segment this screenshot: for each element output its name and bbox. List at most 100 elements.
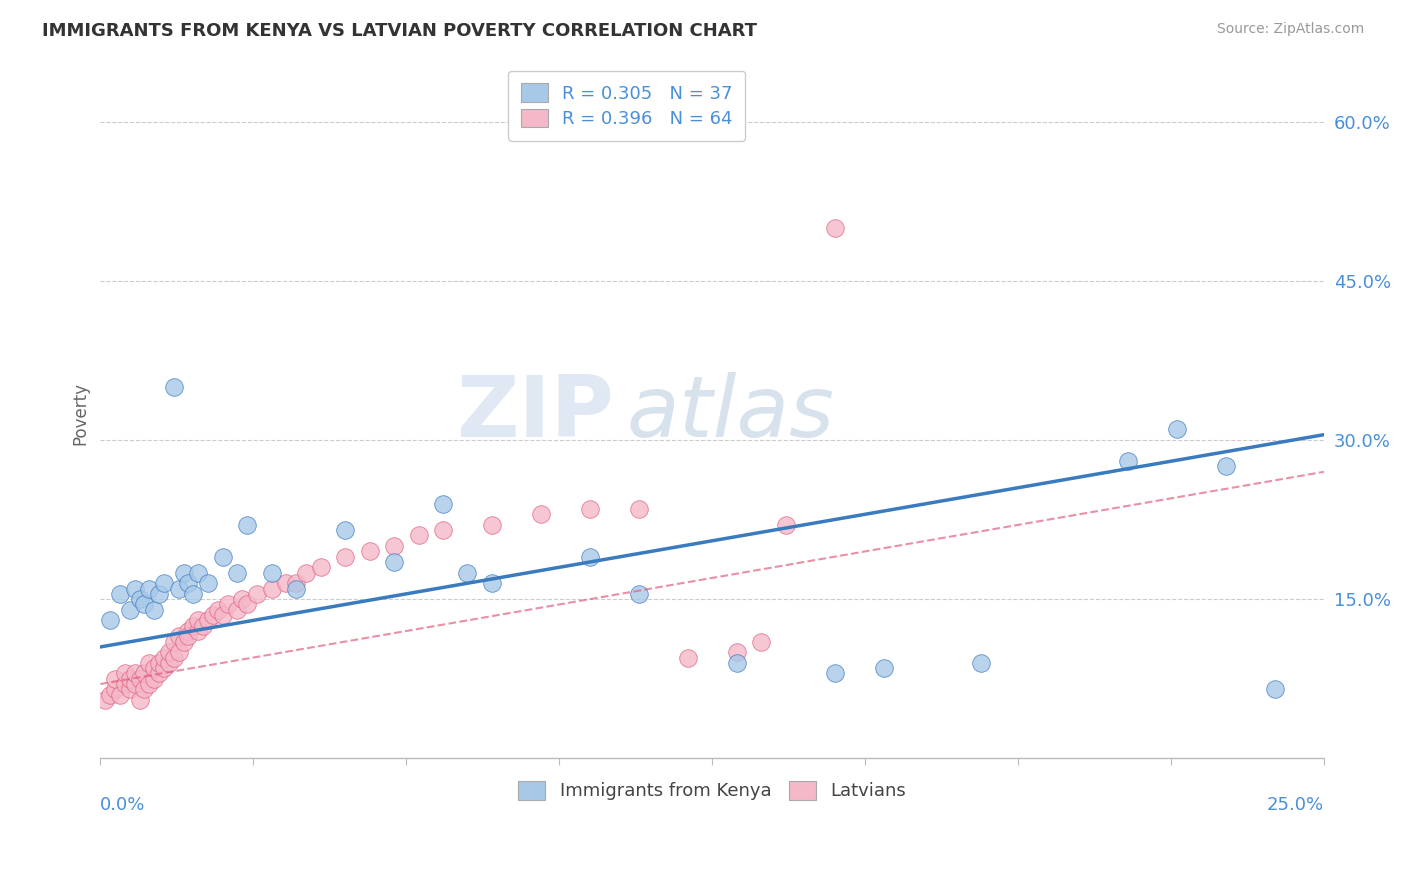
Point <box>197 576 219 591</box>
Point <box>359 544 381 558</box>
Point <box>676 650 699 665</box>
Point <box>148 666 170 681</box>
Point <box>211 549 233 564</box>
Point <box>128 592 150 607</box>
Point <box>183 587 205 601</box>
Point <box>309 560 332 574</box>
Point <box>153 650 176 665</box>
Point <box>183 618 205 632</box>
Point <box>173 566 195 580</box>
Point <box>143 672 166 686</box>
Point <box>167 582 190 596</box>
Point <box>143 661 166 675</box>
Point <box>124 666 146 681</box>
Point <box>104 682 127 697</box>
Point <box>98 688 121 702</box>
Point <box>824 220 846 235</box>
Point <box>114 677 136 691</box>
Point <box>187 624 209 638</box>
Point <box>285 576 308 591</box>
Point <box>138 677 160 691</box>
Point <box>177 576 200 591</box>
Point <box>98 613 121 627</box>
Legend: Immigrants from Kenya, Latvians: Immigrants from Kenya, Latvians <box>503 766 921 815</box>
Point <box>163 380 186 394</box>
Point <box>138 656 160 670</box>
Point <box>163 634 186 648</box>
Point <box>108 688 131 702</box>
Point <box>118 603 141 617</box>
Point <box>382 555 405 569</box>
Point <box>579 502 602 516</box>
Point <box>207 603 229 617</box>
Point <box>108 587 131 601</box>
Point <box>824 666 846 681</box>
Point <box>124 677 146 691</box>
Point <box>408 528 430 542</box>
Point <box>481 576 503 591</box>
Point <box>530 508 553 522</box>
Y-axis label: Poverty: Poverty <box>72 382 89 445</box>
Point <box>134 666 156 681</box>
Point <box>775 517 797 532</box>
Point <box>481 517 503 532</box>
Point <box>201 608 224 623</box>
Point <box>138 582 160 596</box>
Point <box>148 587 170 601</box>
Point <box>128 693 150 707</box>
Point <box>725 645 748 659</box>
Point <box>187 613 209 627</box>
Point <box>197 613 219 627</box>
Point <box>432 497 454 511</box>
Point <box>177 629 200 643</box>
Point <box>1166 422 1188 436</box>
Point <box>128 672 150 686</box>
Text: Source: ZipAtlas.com: Source: ZipAtlas.com <box>1216 22 1364 37</box>
Point <box>333 523 356 537</box>
Point <box>134 682 156 697</box>
Point <box>226 603 249 617</box>
Text: 25.0%: 25.0% <box>1267 797 1324 814</box>
Point <box>246 587 269 601</box>
Point <box>1264 682 1286 697</box>
Point <box>191 618 214 632</box>
Point <box>211 608 233 623</box>
Text: ZIP: ZIP <box>457 372 614 455</box>
Point <box>167 629 190 643</box>
Point <box>1118 454 1140 468</box>
Point <box>148 656 170 670</box>
Point <box>627 502 650 516</box>
Point <box>153 576 176 591</box>
Point <box>163 650 186 665</box>
Point <box>124 582 146 596</box>
Point <box>157 656 180 670</box>
Point <box>153 661 176 675</box>
Point <box>236 598 259 612</box>
Point <box>226 566 249 580</box>
Point <box>295 566 318 580</box>
Point <box>382 539 405 553</box>
Point <box>260 566 283 580</box>
Point <box>579 549 602 564</box>
Point <box>134 598 156 612</box>
Point <box>118 672 141 686</box>
Text: IMMIGRANTS FROM KENYA VS LATVIAN POVERTY CORRELATION CHART: IMMIGRANTS FROM KENYA VS LATVIAN POVERTY… <box>42 22 758 40</box>
Point <box>217 598 239 612</box>
Point <box>432 523 454 537</box>
Text: atlas: atlas <box>627 372 835 455</box>
Point <box>285 582 308 596</box>
Point <box>236 517 259 532</box>
Point <box>333 549 356 564</box>
Point <box>1215 459 1237 474</box>
Point <box>167 645 190 659</box>
Point <box>970 656 993 670</box>
Point <box>872 661 894 675</box>
Point <box>173 634 195 648</box>
Point <box>749 634 772 648</box>
Point <box>157 645 180 659</box>
Point <box>725 656 748 670</box>
Point <box>104 672 127 686</box>
Point <box>187 566 209 580</box>
Point <box>177 624 200 638</box>
Point <box>143 603 166 617</box>
